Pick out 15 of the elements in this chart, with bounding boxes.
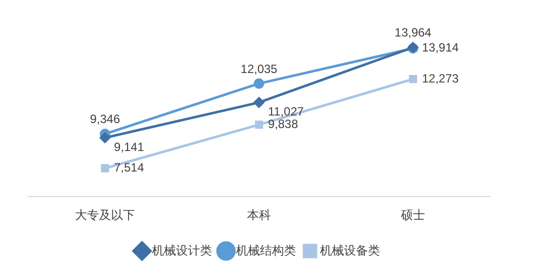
data-label: 13,964 [394, 26, 432, 40]
data-label: 9,346 [90, 112, 120, 126]
x-tick-label: 本科 [247, 208, 271, 222]
legend-label: 机械结构类 [236, 243, 296, 258]
data-label: 9,141 [114, 140, 144, 154]
data-label: 9,838 [268, 117, 298, 132]
data-label: 13,914 [422, 40, 460, 55]
data-label: 12,273 [422, 71, 460, 86]
data-label: 7,514 [114, 160, 144, 175]
data-label: 12,035 [240, 62, 278, 76]
legend-label: 机械设计类 [152, 243, 212, 258]
legend-label: 机械设备类 [320, 243, 380, 258]
x-tick-label: 大专及以下 [75, 208, 135, 222]
x-tick-label: 硕士 [400, 208, 425, 222]
data-label: 11,027 [268, 104, 304, 119]
